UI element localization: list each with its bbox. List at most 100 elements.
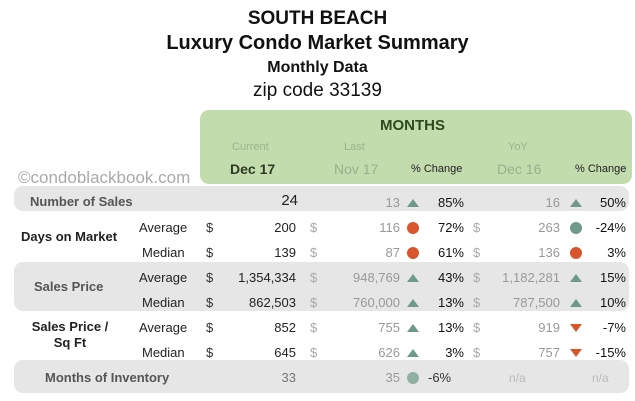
triangle-up-icon (407, 199, 419, 207)
last-pct: 3% (445, 345, 464, 360)
sub-label: Average (139, 220, 188, 235)
row-label: Number of Sales (30, 194, 133, 209)
current-value: 200 (274, 220, 296, 235)
currency-symbol: $ (206, 220, 214, 235)
row-label-line1: Sales Price / (31, 319, 109, 334)
row-label: Days on Market (21, 229, 118, 244)
last-pct: -6% (428, 370, 452, 385)
band-sales-price (14, 262, 629, 311)
yoy-pct: n/a (592, 371, 609, 385)
band-number-of-sales (14, 186, 629, 211)
currency-symbol: $ (206, 320, 214, 335)
report-zip: zip code 33139 (253, 80, 382, 101)
yoy-pct: -15% (595, 345, 626, 360)
current-label: Current (232, 141, 269, 153)
currency-symbol: $ (310, 345, 318, 360)
triangle-up-icon (407, 324, 419, 332)
triangle-down-icon (570, 324, 582, 332)
circle-green-icon (570, 222, 582, 234)
last-value: 35 (385, 370, 400, 385)
circle-red-icon (407, 222, 419, 234)
currency-symbol: $ (310, 220, 318, 235)
last-change-header: % Change (411, 163, 463, 175)
last-value: 13 (385, 195, 400, 210)
circle-red-icon (407, 247, 419, 259)
yoy-pct: -24% (595, 220, 626, 235)
watermark: ©condoblackbook.com (18, 168, 191, 187)
currency-symbol: $ (473, 345, 481, 360)
band-months-of-inventory (14, 360, 629, 393)
current-value: 139 (274, 245, 296, 260)
currency-symbol: $ (206, 245, 214, 260)
yoy-value: 136 (538, 245, 560, 260)
yoy-label: YoY (508, 141, 528, 153)
current-value: 852 (274, 320, 296, 335)
report-title: SOUTH BEACH (247, 8, 388, 29)
row-label: Sales Price (34, 279, 104, 294)
currency-symbol: $ (206, 345, 214, 360)
yoy-value: n/a (509, 371, 526, 385)
months-header-panel (200, 110, 632, 184)
current-value: 24 (281, 192, 298, 209)
row-label: Months of Inventory (45, 370, 170, 385)
months-group-title: MONTHS (380, 117, 445, 134)
last-value: 760,000 (353, 295, 400, 310)
current-period: Dec 17 (230, 161, 276, 177)
last-period: Nov 17 (334, 161, 379, 177)
yoy-change-header: % Change (575, 163, 627, 175)
currency-symbol: $ (473, 295, 481, 310)
last-pct: 43% (437, 270, 464, 285)
sub-label: Median (142, 245, 185, 260)
last-value: 87 (385, 245, 400, 260)
current-value: 862,503 (249, 295, 296, 310)
report-subtitle: Luxury Condo Market Summary (166, 32, 469, 54)
last-pct: 85% (437, 195, 464, 210)
current-value: 645 (274, 345, 296, 360)
currency-symbol: $ (473, 245, 481, 260)
triangle-up-icon (570, 299, 582, 307)
sub-label: Average (139, 270, 188, 285)
yoy-pct: -7% (602, 320, 626, 335)
currency-symbol: $ (310, 270, 318, 285)
triangle-down-icon (570, 349, 582, 357)
last-label: Last (344, 141, 365, 153)
sub-label: Median (142, 345, 185, 360)
last-pct: 72% (437, 220, 464, 235)
currency-symbol: $ (473, 320, 481, 335)
sub-label: Median (142, 295, 185, 310)
currency-symbol: $ (310, 295, 318, 310)
last-value: 948,769 (353, 270, 400, 285)
sub-label: Average (139, 320, 188, 335)
currency-symbol: $ (206, 295, 214, 310)
last-pct: 61% (437, 245, 464, 260)
triangle-up-icon (407, 299, 419, 307)
row-label-line2: Sq Ft (53, 335, 87, 350)
yoy-value: 263 (538, 220, 560, 235)
current-value: 1,354,334 (238, 270, 296, 285)
report-frequency: Monthly Data (267, 59, 368, 76)
last-pct: 13% (437, 320, 464, 335)
triangle-up-icon (570, 199, 582, 207)
yoy-period: Dec 16 (497, 161, 542, 177)
circle-green-icon (407, 372, 419, 384)
yoy-value: 16 (545, 195, 560, 210)
yoy-value: 919 (538, 320, 560, 335)
last-value: 116 (379, 220, 400, 235)
currency-symbol: $ (310, 320, 318, 335)
currency-symbol: $ (310, 245, 318, 260)
circle-red-icon (570, 247, 582, 259)
currency-symbol: $ (473, 220, 481, 235)
yoy-value: 757 (538, 345, 560, 360)
currency-symbol: $ (473, 270, 481, 285)
yoy-pct: 15% (599, 270, 626, 285)
currency-symbol: $ (206, 270, 214, 285)
triangle-up-icon (407, 274, 419, 282)
yoy-pct: 50% (599, 195, 626, 210)
last-value: 626 (378, 345, 400, 360)
triangle-up-icon (407, 349, 419, 357)
yoy-value: 1,182,281 (502, 270, 560, 285)
current-value: 33 (281, 370, 296, 385)
yoy-pct: 10% (599, 295, 626, 310)
last-pct: 13% (437, 295, 464, 310)
triangle-up-icon (570, 274, 582, 282)
